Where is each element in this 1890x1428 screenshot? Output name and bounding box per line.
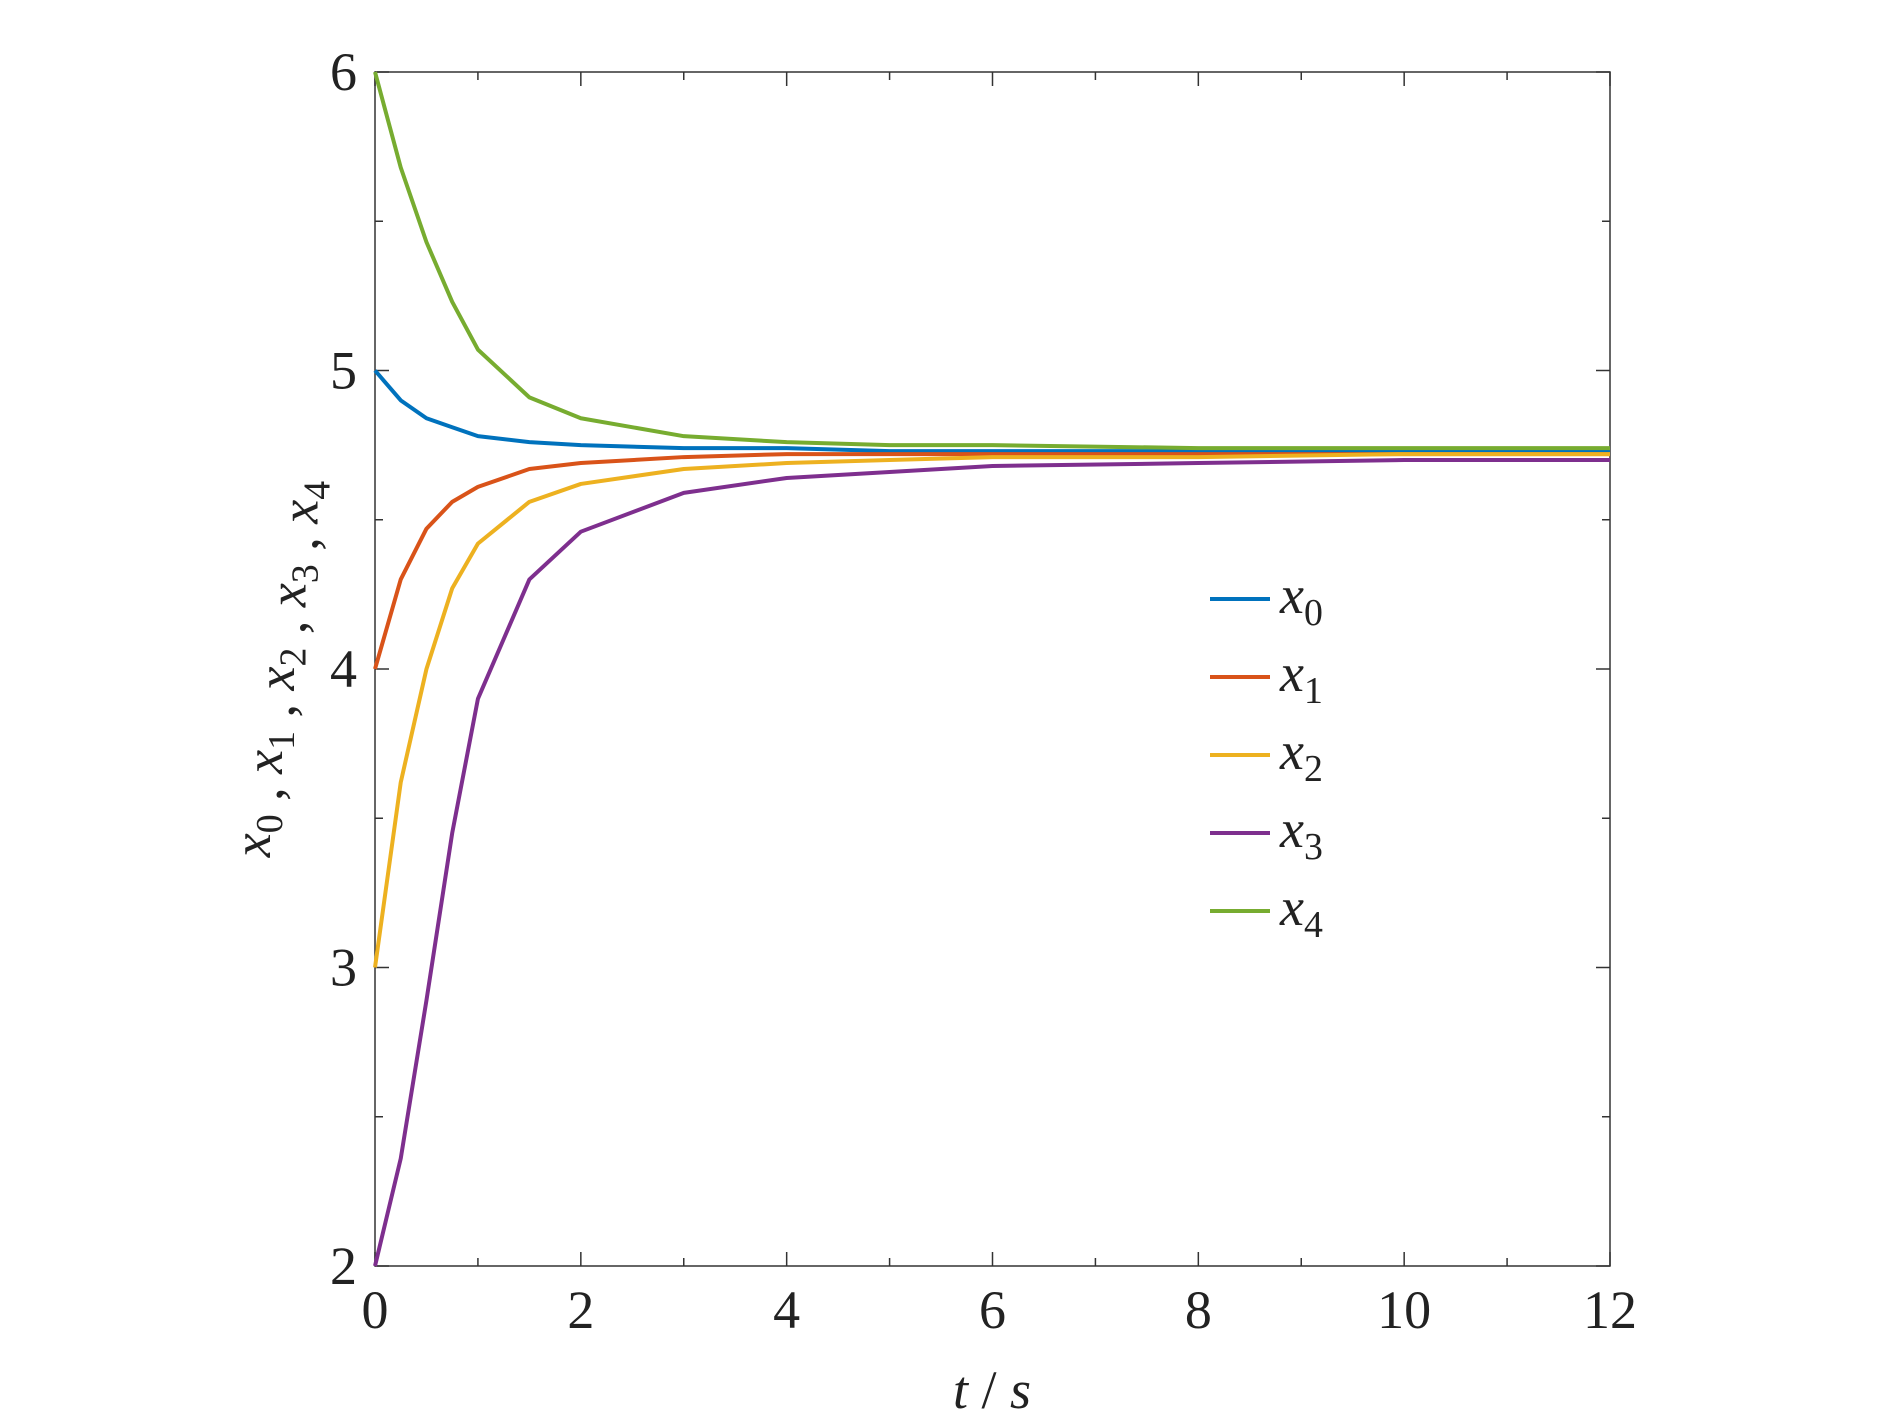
x-tick-label: 0 bbox=[362, 1280, 389, 1340]
line bbox=[373, 458, 1610, 1267]
plot-area bbox=[374, 71, 1611, 1267]
y-tick-label: 6 bbox=[330, 42, 357, 102]
x-tick-label: 4 bbox=[773, 1280, 800, 1340]
legend-label: x3 bbox=[1279, 799, 1323, 868]
legend-label: x2 bbox=[1279, 721, 1323, 790]
x-tick-label: 8 bbox=[1185, 1280, 1212, 1340]
legend-label: x1 bbox=[1279, 643, 1323, 712]
y-tick-label: 4 bbox=[330, 639, 357, 699]
y-tick-label: 2 bbox=[330, 1236, 357, 1296]
y-axis-label: x0 , x1 , x2 , x3 , x4 bbox=[222, 481, 338, 858]
x-tick-label: 6 bbox=[979, 1280, 1006, 1340]
y-tick-label: 5 bbox=[330, 341, 357, 401]
x-tick-label: 2 bbox=[567, 1280, 594, 1340]
legend-label: x4 bbox=[1279, 877, 1323, 946]
x-tick-label: 10 bbox=[1377, 1280, 1431, 1340]
x-axis-label: t / s bbox=[953, 1360, 1031, 1420]
line bbox=[373, 369, 1610, 454]
line bbox=[373, 71, 1610, 451]
x-tick-label: 12 bbox=[1583, 1280, 1637, 1340]
legend-label: x0 bbox=[1279, 565, 1323, 634]
y-tick-label: 3 bbox=[330, 938, 357, 998]
line bbox=[373, 452, 1610, 670]
line bbox=[373, 452, 1610, 968]
